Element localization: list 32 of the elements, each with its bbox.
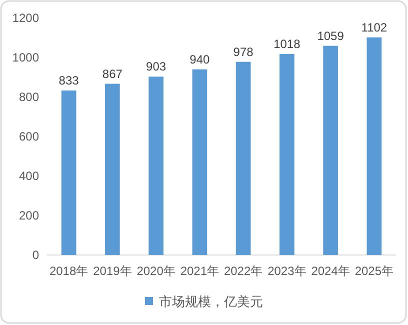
data-label: 940 xyxy=(190,52,210,66)
bar xyxy=(148,76,164,255)
y-tick-label: 600 xyxy=(18,130,40,144)
data-label: 978 xyxy=(233,44,254,59)
y-tick-label: 1000 xyxy=(12,50,40,64)
data-label: 833 xyxy=(58,73,80,88)
y-tick-label: 800 xyxy=(18,90,40,104)
y-tick-label: 0 xyxy=(32,248,40,262)
x-tick-label: 2018年 xyxy=(49,264,88,278)
y-tick-label: 400 xyxy=(18,169,40,183)
legend-label: 市场规模，亿美元 xyxy=(159,294,263,309)
x-tick-label: 2024年 xyxy=(311,264,350,278)
x-tick-label: 2025年 xyxy=(354,264,394,278)
bar xyxy=(323,46,338,255)
data-label: 1059 xyxy=(317,28,344,43)
x-tick-label: 2021年 xyxy=(180,264,220,278)
bar xyxy=(236,62,251,255)
y-tick-label: 200 xyxy=(18,208,40,222)
data-label: 1018 xyxy=(274,36,301,51)
data-label: 867 xyxy=(102,66,123,81)
bar xyxy=(280,54,294,255)
x-tick-label: 2019年 xyxy=(93,264,132,278)
data-label: 903 xyxy=(146,60,166,74)
bar xyxy=(61,90,76,255)
x-tick-label: 2020年 xyxy=(136,264,176,278)
bar xyxy=(105,84,120,255)
x-tick-label: 2023年 xyxy=(268,264,306,278)
data-label: 1102 xyxy=(361,20,388,34)
y-tick-label: 1200 xyxy=(12,11,40,25)
bar xyxy=(192,69,208,255)
bar xyxy=(366,37,382,255)
x-tick-label: 2022年 xyxy=(224,264,263,278)
